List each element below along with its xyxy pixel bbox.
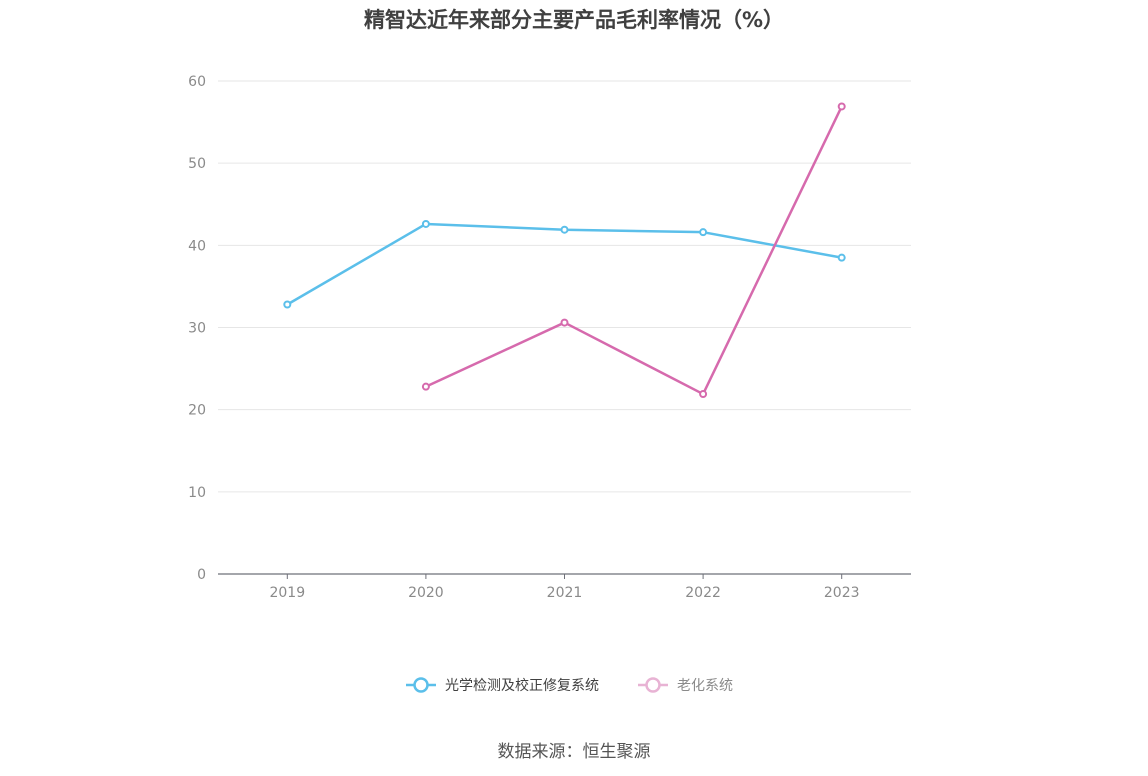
data-point[interactable] — [560, 225, 569, 234]
y-axis: 0 10 20 30 40 50 60 — [188, 74, 206, 583]
y-tick-label: 10 — [188, 485, 206, 501]
legend-item[interactable]: 老化系统 — [638, 677, 733, 694]
y-tick-label: 50 — [188, 156, 206, 172]
legend[interactable]: 光学检测及校正修复系统 老化系统 — [406, 677, 733, 694]
y-tick-label: 20 — [188, 403, 206, 419]
data-point[interactable] — [421, 382, 430, 391]
x-tick-label: 2022 — [685, 585, 721, 601]
y-tick-label: 30 — [188, 321, 206, 337]
grid-lines — [218, 80, 911, 493]
data-point[interactable] — [837, 102, 846, 111]
legend-label: 老化系统 — [677, 678, 733, 694]
legend-marker — [645, 677, 661, 693]
legend-label: 光学检测及校正修复系统 — [445, 677, 599, 694]
data-source: 数据来源：恒生聚源 — [497, 742, 651, 762]
x-tick-label: 2019 — [269, 585, 305, 601]
data-point[interactable] — [560, 318, 569, 327]
series-group — [283, 102, 846, 399]
chart-title: 精智达近年来部分主要产品毛利率情况（%） — [363, 8, 785, 32]
y-tick-label: 40 — [188, 238, 206, 254]
legend-marker — [413, 677, 429, 693]
y-tick-label: 0 — [197, 567, 206, 583]
legend-item[interactable]: 光学检测及校正修复系统 — [406, 677, 599, 694]
data-point[interactable] — [699, 228, 708, 237]
x-tick-label: 2020 — [408, 585, 444, 601]
data-point[interactable] — [699, 390, 708, 399]
x-tick-label: 2021 — [547, 585, 583, 601]
data-point[interactable] — [837, 253, 846, 262]
y-tick-label: 60 — [188, 74, 206, 90]
x-axis: 2019 2020 2021 2022 2023 — [218, 573, 911, 601]
series-line-0 — [286, 222, 842, 306]
series-line-1 — [425, 105, 843, 396]
data-point[interactable] — [421, 219, 430, 228]
data-point[interactable] — [283, 300, 292, 309]
x-tick-label: 2023 — [824, 585, 860, 601]
